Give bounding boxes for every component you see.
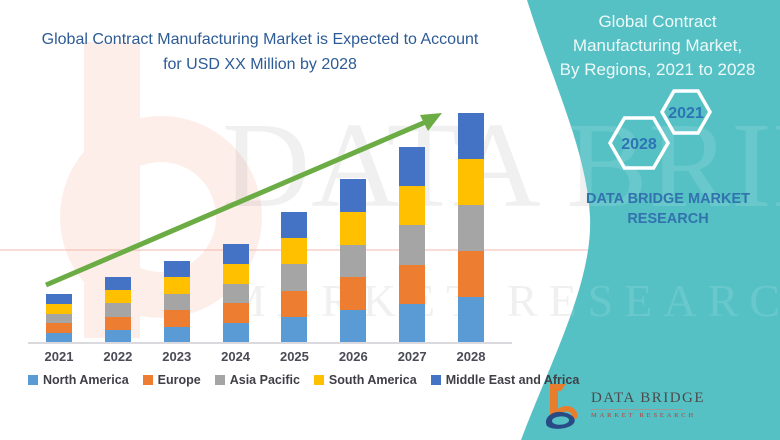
bar-segment-asia-pacific [399, 225, 426, 265]
x-axis-label-2025: 2025 [279, 349, 309, 364]
bar-segment-north-america [222, 323, 249, 343]
stacked-bar-2024 [222, 244, 249, 343]
stacked-bar-2026 [340, 179, 367, 343]
bar-segment-north-america [163, 326, 190, 343]
legend-item-north-america: North America [28, 373, 129, 387]
brand-line2: RESEARCH [627, 211, 709, 228]
stacked-bar-2022 [104, 277, 131, 343]
bar-segment-middle-east-and-africa [104, 277, 131, 291]
logo-name-text: DATA BRIDGE [591, 390, 706, 406]
bar-segment-asia-pacific [281, 264, 308, 291]
bar-segment-north-america [458, 297, 485, 343]
x-axis-label-2027: 2027 [397, 349, 427, 364]
x-axis-line [28, 342, 512, 344]
bar-segment-north-america [399, 303, 426, 343]
year-hexagons: 2021 2028 [607, 89, 713, 170]
brand-wordmark: DATA BRIDGE MARKET RESEARCH [558, 189, 778, 230]
bar-segment-middle-east-and-africa [458, 113, 485, 159]
chart-title-line1: Global Contract Manufacturing Market is … [41, 31, 479, 48]
bar-segment-europe [458, 251, 485, 297]
legend-swatch-icon [313, 375, 324, 385]
right-title-line3: By Regions, 2021 to 2028 [559, 59, 756, 79]
bar-segment-south-america [399, 186, 426, 226]
x-axis-label-2024: 2024 [221, 349, 251, 364]
chart-title: Global Contract Manufacturing Market is … [10, 28, 510, 78]
x-axis-label-2022: 2022 [103, 349, 133, 364]
legend-swatch-icon [142, 375, 153, 385]
bar-segment-europe [399, 264, 426, 304]
legend-swatch-icon [430, 375, 441, 385]
chart-legend: North America Europe Asia Pacific South Ame… [28, 373, 579, 387]
bar-segment-europe [281, 290, 308, 317]
bar-segment-europe [104, 316, 131, 330]
data-bridge-b-icon [545, 384, 578, 429]
x-axis-label-2023: 2023 [162, 349, 192, 364]
bar-segment-europe [222, 303, 249, 324]
stacked-bar-2021 [46, 294, 72, 343]
bar-segment-south-america [458, 159, 485, 205]
legend-label: South America [328, 373, 417, 387]
legend-item-asia-pacific: Asia Pacific [214, 373, 300, 387]
logo-divider [591, 409, 683, 410]
stacked-bar-2028 [458, 113, 485, 343]
logo-subtitle-text: MARKET RESEARCH [591, 412, 696, 419]
x-axis-label-2021: 2021 [44, 349, 74, 364]
bar-segment-europe [340, 277, 367, 311]
bar-segment-middle-east-and-africa [399, 147, 426, 187]
bar-segment-south-america [340, 211, 367, 245]
legend-label: Europe [157, 373, 201, 387]
bar-segment-asia-pacific [46, 313, 72, 324]
bar-segment-north-america [281, 316, 308, 343]
right-title-line1: Global Contract [598, 12, 717, 31]
legend-label: Asia Pacific [229, 373, 300, 387]
bar-segment-south-america [222, 263, 249, 284]
bar-segment-south-america [104, 290, 131, 304]
bar-segment-north-america [46, 333, 72, 343]
brand-line1: DATA BRIDGE MARKET [585, 191, 751, 207]
bar-segment-asia-pacific [104, 303, 131, 317]
stacked-bar-2027 [399, 147, 426, 343]
stacked-bar-2023 [163, 261, 190, 343]
bar-segment-europe [163, 310, 190, 327]
chart-title-line2: for USD XX Million by 2028 [163, 55, 357, 73]
bar-segment-north-america [340, 310, 367, 343]
bar-segment-asia-pacific [340, 244, 367, 278]
legend-label: North America [43, 373, 129, 387]
bar-segment-asia-pacific [222, 283, 249, 304]
bar-segment-middle-east-and-africa [46, 294, 72, 304]
bar-segment-asia-pacific [458, 205, 485, 251]
legend-item-south-america: South America [313, 373, 417, 387]
x-axis-label-2028: 2028 [456, 349, 486, 364]
hexagon-2021-year: 2021 [668, 105, 704, 122]
bar-segment-middle-east-and-africa [281, 212, 308, 239]
bar-segment-south-america [281, 238, 308, 265]
bar-segment-south-america [46, 303, 72, 314]
bar-segment-middle-east-and-africa [222, 244, 249, 264]
data-bridge-logo: DATA BRIDGE MARKET RESEARCH [543, 382, 705, 430]
bar-segment-asia-pacific [163, 293, 190, 311]
bar-segment-south-america [163, 277, 190, 294]
right-title-line2: Manufacturing Market, [572, 35, 743, 55]
bar-segment-europe [46, 323, 72, 334]
legend-item-europe: Europe [142, 373, 201, 387]
stacked-bar-2025 [281, 212, 308, 343]
bar-segment-north-america [104, 329, 131, 343]
right-panel-title: Global Contract Manufacturing Market, By… [535, 10, 780, 81]
bar-segment-middle-east-and-africa [163, 261, 190, 278]
legend-swatch-icon [214, 375, 225, 385]
hexagon-2028-year: 2028 [621, 136, 657, 153]
bar-segment-middle-east-and-africa [340, 179, 367, 212]
x-axis-label-2026: 2026 [338, 349, 368, 364]
legend-swatch-icon [28, 375, 38, 385]
